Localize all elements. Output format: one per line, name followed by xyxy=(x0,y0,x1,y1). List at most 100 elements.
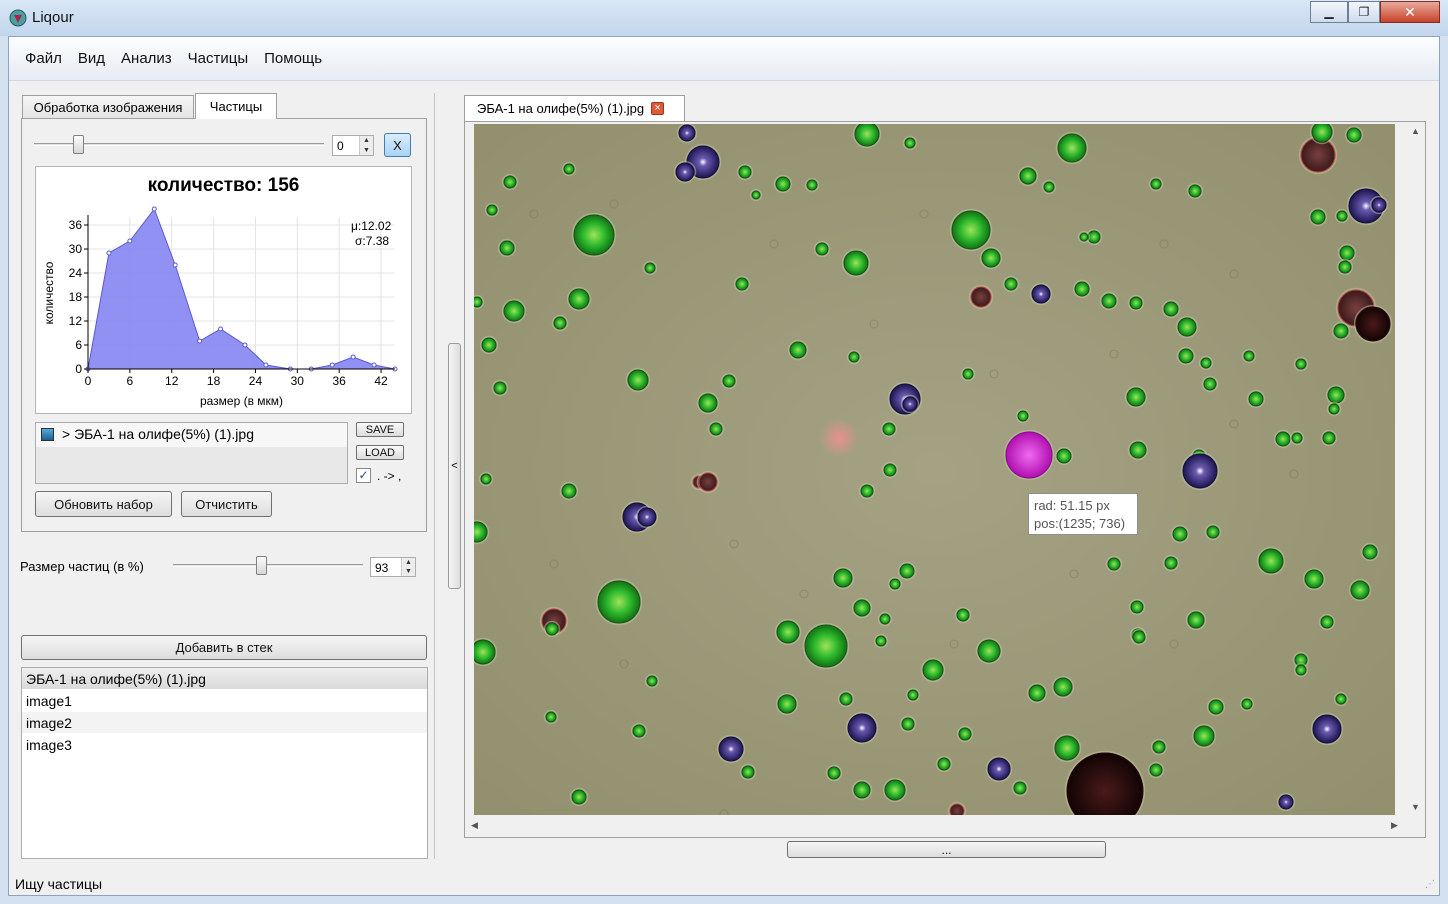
particle-halo xyxy=(625,367,651,393)
particle-halo xyxy=(1185,609,1207,631)
stack-item[interactable]: image1 xyxy=(22,690,427,712)
particle-size-slider-handle[interactable] xyxy=(256,556,267,575)
particle xyxy=(956,608,970,622)
refresh-set-button[interactable]: Обновить набор xyxy=(35,491,172,517)
faint-droplet xyxy=(1169,639,1179,649)
particle xyxy=(1130,600,1144,614)
particle-halo xyxy=(1334,208,1350,224)
x-button[interactable]: X xyxy=(384,133,411,157)
close-tab-icon[interactable]: × xyxy=(651,102,665,115)
minimize-button[interactable]: ▁ xyxy=(1310,1,1348,23)
histogram-point xyxy=(151,206,157,212)
dataset-list-empty-area xyxy=(36,447,347,483)
faint-droplet xyxy=(799,589,809,599)
particle-halo xyxy=(882,777,908,803)
faint-droplet xyxy=(529,209,539,219)
particle-halo xyxy=(551,314,569,332)
close-window-button[interactable]: ✕ xyxy=(1380,1,1440,23)
tab-particles[interactable]: Частицы xyxy=(195,93,277,119)
particle xyxy=(1208,699,1224,715)
histogram-chart: 0 6 12 18 24 30 36 42 0 6 12 18 24 30 36 размер (в мкм)… xyxy=(42,206,398,408)
microscope-image[interactable] xyxy=(474,124,1395,815)
particle-halo xyxy=(968,284,994,310)
horizontal-scrollbar[interactable]: ◀ ▶ xyxy=(465,818,1406,836)
particle xyxy=(1177,317,1197,337)
faint-droplet xyxy=(869,319,879,329)
particle-size-spin-arrows[interactable]: ▲ ▼ xyxy=(401,558,415,576)
tab-image[interactable]: ЭБА-1 на олифе(5%) (1).jpg × xyxy=(464,95,685,121)
clear-button[interactable]: Отчистить xyxy=(181,491,272,517)
faint-droplet xyxy=(989,369,999,379)
particle xyxy=(1004,277,1018,291)
tab-image-processing[interactable]: Обработка изображения xyxy=(22,95,194,119)
particle xyxy=(804,624,848,668)
add-to-stack-button[interactable]: Добавить в стек xyxy=(21,635,427,660)
scroll-right-icon[interactable]: ▶ xyxy=(1391,820,1398,830)
particle-halo xyxy=(881,461,899,479)
particle xyxy=(627,369,649,391)
faint-droplet xyxy=(729,539,739,549)
particle-halo xyxy=(985,755,1013,783)
scroll-up-icon[interactable]: ▲ xyxy=(1411,126,1420,136)
particle xyxy=(1017,410,1029,422)
faint-droplet xyxy=(919,209,929,219)
scroll-down-icon[interactable]: ▼ xyxy=(1411,802,1420,812)
threshold-spinbox[interactable]: 0 ▲ ▼ xyxy=(332,135,374,156)
particle xyxy=(718,736,744,762)
menu-help[interactable]: Помощь xyxy=(264,50,323,67)
y-tick-label: 6 xyxy=(75,338,82,352)
particle xyxy=(1066,752,1144,815)
menu-file[interactable]: Файл xyxy=(25,50,62,67)
particle-halo xyxy=(1077,230,1091,244)
particle xyxy=(1132,630,1146,644)
particle-halo xyxy=(644,673,660,689)
histogram-point xyxy=(218,326,224,332)
particle-halo xyxy=(1302,567,1326,591)
particle-halo xyxy=(1191,723,1217,749)
dataset-list[interactable]: > ЭБА-1 на олифе(5%) (1).jpg xyxy=(35,422,348,484)
dataset-item[interactable]: > ЭБА-1 на олифе(5%) (1).jpg xyxy=(36,423,347,447)
particle xyxy=(1328,403,1340,415)
histogram-point xyxy=(371,362,377,368)
particle-halo xyxy=(935,755,953,773)
particle xyxy=(1028,684,1046,702)
stack-item[interactable]: image3 xyxy=(22,734,427,756)
menu-view[interactable]: Вид xyxy=(77,50,106,67)
particle-size-slider-track[interactable] xyxy=(173,564,363,567)
particle xyxy=(962,368,974,380)
particle-halo xyxy=(1241,348,1257,364)
particle-halo xyxy=(1336,258,1354,276)
save-button[interactable]: SAVE xyxy=(356,422,404,437)
stack-list[interactable]: ЭБА-1 на олифе(5%) (1).jpg image1 image2… xyxy=(21,667,428,859)
decimal-separator-checkbox[interactable]: ✓ xyxy=(356,468,371,483)
histogram-point xyxy=(350,354,356,360)
threshold-slider-handle[interactable] xyxy=(73,135,84,154)
particle xyxy=(889,578,901,590)
particle-halo xyxy=(1239,696,1255,712)
size-grip-icon[interactable]: ⋰ xyxy=(1425,879,1435,890)
histogram-point xyxy=(329,362,335,368)
particle xyxy=(1129,296,1143,310)
menu-analysis[interactable]: Анализ xyxy=(121,50,172,67)
particle xyxy=(1129,441,1147,459)
particle xyxy=(1350,580,1370,600)
particle-size-spinbox[interactable]: 93 ▲ ▼ xyxy=(370,557,416,577)
threshold-spin-arrows[interactable]: ▲ ▼ xyxy=(359,136,373,155)
stack-item[interactable]: image2 xyxy=(22,712,427,734)
scroll-left-icon[interactable]: ◀ xyxy=(471,820,478,830)
x-tick-label: 30 xyxy=(291,374,305,388)
faint-droplet xyxy=(619,659,629,669)
maximize-button[interactable]: ❐ xyxy=(1348,1,1380,23)
more-button[interactable]: ... xyxy=(787,841,1106,858)
vertical-scrollbar[interactable]: ▲ ▼ xyxy=(1407,124,1425,816)
particle-halo xyxy=(749,188,763,202)
particle xyxy=(1248,391,1264,407)
stack-item[interactable]: ЭБА-1 на олифе(5%) (1).jpg xyxy=(22,668,427,690)
load-button[interactable]: LOAD xyxy=(356,445,404,460)
menu-particles[interactable]: Частицы xyxy=(187,50,249,67)
particle-halo xyxy=(1147,761,1165,779)
particle-halo xyxy=(707,420,725,438)
threshold-slider-track[interactable] xyxy=(34,143,324,146)
particle-halo xyxy=(1015,408,1031,424)
splitter-collapse-handle[interactable]: < xyxy=(448,343,461,589)
